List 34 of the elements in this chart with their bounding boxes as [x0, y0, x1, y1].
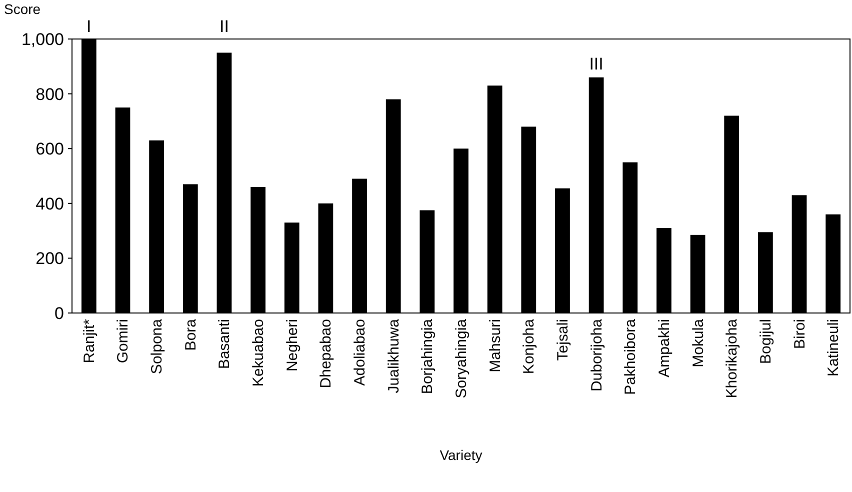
x-tick-label: Konjoha [520, 318, 538, 374]
annotation: I [86, 17, 92, 36]
y-tick-label: 800 [36, 84, 64, 104]
y-tick-label: 400 [36, 194, 64, 214]
y-tick-label: 600 [36, 140, 64, 159]
x-tick-label: Borjahingia [419, 318, 436, 394]
x-tick-label: Biroi [791, 319, 808, 350]
x-tick-label: Khorikajoha [724, 318, 741, 398]
x-tick-label: Duborijoha [588, 318, 606, 392]
annotation: III [589, 54, 604, 74]
y-axis-title: Score [4, 1, 41, 17]
annotation: II [219, 17, 229, 36]
x-tick-label: Bora [182, 318, 200, 351]
y-tick-label: 1,000 [21, 30, 64, 49]
y-tick-label: 0 [54, 304, 64, 323]
x-tick-label: Negheri [284, 319, 301, 372]
x-tick-label: Solpona [148, 318, 166, 374]
x-tick-label: Pakhoibora [622, 318, 640, 395]
x-tick-label: Jualikhuwa [385, 318, 402, 394]
x-tick-label: Bogijul [757, 319, 774, 364]
x-tick-label: Tejsali [554, 319, 572, 361]
x-tick-label: Soryahingia [453, 318, 470, 398]
x-tick-label: Kekuabao [250, 319, 268, 387]
x-tick-label: Gomiri [114, 319, 132, 364]
x-tick-label: Basanti [216, 319, 234, 370]
y-tick-label: 200 [36, 249, 64, 268]
x-tick-label: Dhepabao [318, 319, 335, 388]
x-tick-label: Ampakhi [656, 319, 673, 378]
x-tick-label: Adoliabao [352, 319, 369, 386]
x-tick-label: Ranjit* [80, 318, 98, 364]
x-tick-label: Katineuli [825, 319, 842, 377]
x-tick-label: Mahsuri [486, 319, 504, 372]
x-axis-title: Variety [440, 447, 482, 463]
x-tick-label: Mokula [690, 318, 707, 368]
